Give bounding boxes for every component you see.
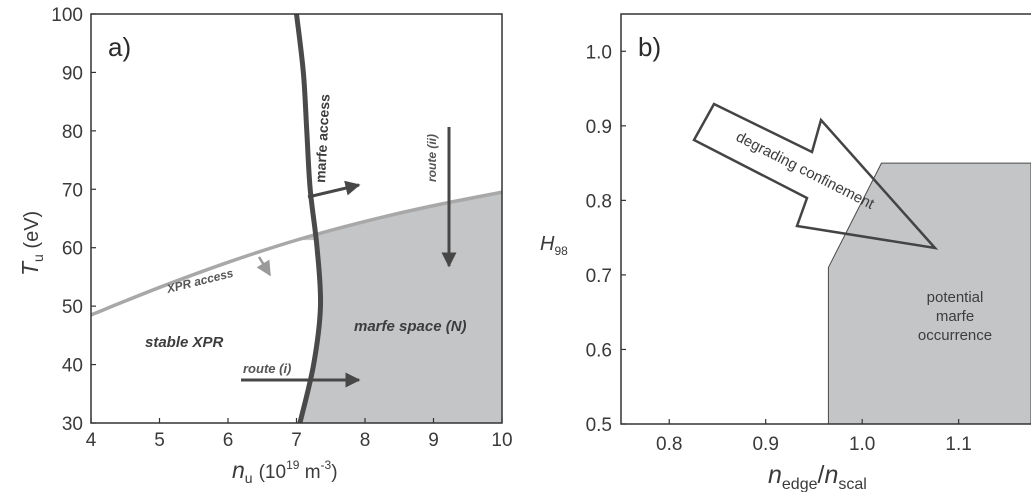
x-axis-label-b: nedge/nscal <box>768 461 867 492</box>
marfe-access-curve <box>294 14 324 423</box>
marfe-access-arrow <box>307 180 361 199</box>
x-tick-label: 0.9 <box>752 434 778 455</box>
y-tick-label: 60 <box>62 239 83 260</box>
x-axis-ticks-a: 4 5 6 7 8 9 10 <box>86 418 513 451</box>
x-tick-label: 1.1 <box>945 434 971 455</box>
x-tick-label: 8 <box>360 430 371 451</box>
x-axis-ticks-b: 0.8 0.9 1.0 1.1 <box>656 419 972 455</box>
y-tick-label: 80 <box>62 122 83 143</box>
marfe-access-label: marfe access <box>312 93 333 183</box>
x-tick-label: 4 <box>86 430 97 451</box>
y-tick-label: 40 <box>62 356 83 377</box>
y-tick-label: 0.6 <box>586 340 612 361</box>
y-tick-label: 50 <box>62 297 83 318</box>
x-tick-label: 6 <box>223 430 234 451</box>
region-label-line2: marfe <box>936 308 974 325</box>
marfe-space-label: marfe space (N) <box>354 318 467 335</box>
y-axis-ticks-a: 30 40 50 60 70 80 90 100 <box>51 5 96 435</box>
x-tick-label: 0.8 <box>656 434 682 455</box>
y-tick-label: 0.9 <box>586 117 612 138</box>
y-tick-label: 0.8 <box>586 191 612 212</box>
y-axis-label-b: H98 <box>540 233 568 258</box>
region-label-line1: potential <box>927 289 984 306</box>
plot-frame-b <box>620 13 1031 425</box>
xpr-access-arrow <box>256 256 272 277</box>
y-tick-label: 90 <box>62 63 83 84</box>
route-i-label: route (i) <box>243 361 291 376</box>
panel-label-b: b) <box>638 32 661 62</box>
degrading-confinement-arrow <box>692 102 939 250</box>
route-ii-label: route (ii) <box>425 134 439 182</box>
xpr-access-label: XPR access <box>164 266 235 296</box>
xpr-access-curve <box>91 190 502 317</box>
x-tick-label: 1.0 <box>849 434 875 455</box>
y-axis-ticks-b: 0.5 0.6 0.7 0.8 0.9 1.0 <box>586 42 626 436</box>
x-axis-label-a: nu (1019 m-3) <box>232 457 338 486</box>
x-tick-label: 5 <box>154 430 165 451</box>
panel-label-a: a) <box>108 32 131 62</box>
marfe-occurrence-region <box>827 162 1031 424</box>
x-tick-label: 9 <box>428 430 439 451</box>
y-tick-label: 1.0 <box>586 42 612 63</box>
y-tick-label: 30 <box>62 414 83 435</box>
region-label-line3: occurrence <box>918 327 992 344</box>
y-tick-label: 0.7 <box>586 266 612 287</box>
y-tick-label: 100 <box>51 5 83 26</box>
panel-b: 0.50.60.70.80.91.0 0.8 0.9 1.0 1.1 b) degra… <box>540 13 1031 492</box>
stable-xpr-label: stable XPR <box>145 334 224 351</box>
y-axis-label-a: Tu (eV) <box>17 211 46 276</box>
x-tick-label: 10 <box>491 430 512 451</box>
y-tick-label: 0.5 <box>586 415 612 436</box>
y-tick-label: 70 <box>62 180 83 201</box>
x-tick-label: 7 <box>291 430 302 451</box>
panel-a: 30 40 50 60 70 80 90 100 4 5 6 7 8 9 10 a) marfe acce… <box>17 5 513 486</box>
marfe-space-region <box>296 192 502 423</box>
